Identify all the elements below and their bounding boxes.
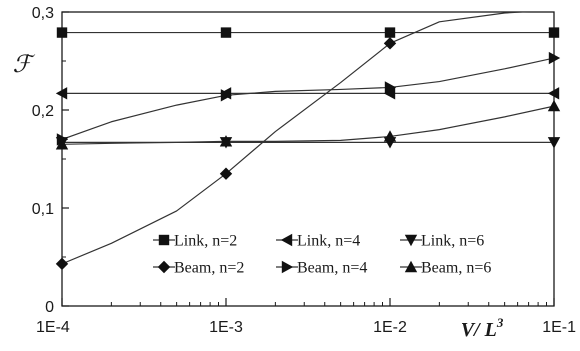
y-axis-title: ℱ	[13, 52, 36, 78]
marker-link-n-4	[547, 87, 560, 100]
x-axis-title-var: V	[461, 319, 476, 341]
marker-link-n-2	[56, 27, 68, 38]
legend-marker-beam-n-6	[404, 260, 418, 273]
x-axis-title-base: / L	[472, 319, 497, 341]
x-tick-label: 1E-2	[373, 319, 407, 336]
x-tick-label: 1E-1	[542, 319, 576, 336]
legend-label-link-n-4: Link, n=4	[297, 233, 360, 250]
y-tick-label: 0,1	[32, 201, 54, 218]
tick-labels: 0 0,1 0,2 0,3 1E-4 1E-3 1E-2 1E-1	[32, 5, 576, 336]
marker-beam-n-2	[219, 167, 233, 180]
legend-label-beam-n-2: Beam, n=2	[174, 260, 244, 277]
legend-marker-beam-n-2	[157, 260, 171, 274]
marker-link-n-4	[55, 87, 68, 100]
series-markers	[55, 27, 561, 271]
marker-link-n-4	[383, 87, 396, 100]
x-axis-title: V/ L3	[461, 315, 504, 341]
y-tick-label: 0,3	[32, 5, 54, 22]
legend-label-link-n-6: Link, n=6	[421, 233, 484, 250]
y-tick-label: 0,2	[32, 103, 54, 120]
marker-beam-n-2	[55, 257, 69, 271]
marker-link-n-2	[548, 27, 560, 38]
marker-beam-n-2	[383, 37, 397, 50]
legend-label-beam-n-6: Beam, n=6	[421, 260, 491, 277]
legend: Link, n=2 Link, n=4 Link, n=6 Beam, n=2 Beam…	[153, 233, 491, 277]
legend-marker-link-n-2	[158, 234, 170, 246]
y-tick-label: 0	[45, 299, 54, 316]
marker-beam-n-4	[220, 89, 233, 102]
marker-beam-n-6	[383, 130, 397, 142]
marker-beam-n-6	[55, 138, 69, 150]
marker-beam-n-6	[219, 135, 233, 147]
marker-link-n-2	[220, 27, 232, 38]
legend-marker-beam-n-4	[281, 260, 294, 274]
marker-beam-n-4	[548, 51, 561, 65]
x-tick-label: 1E-4	[36, 319, 70, 336]
x-tick-label: 1E-3	[209, 319, 243, 336]
legend-label-beam-n-4: Beam, n=4	[297, 260, 367, 277]
series-line-beam-n-4	[62, 57, 554, 140]
plot-frame	[61, 11, 555, 307]
x-axis-title-sup: 3	[496, 315, 504, 330]
series-line-beam-n-6	[62, 105, 554, 145]
series-lines	[62, 12, 554, 265]
legend-label-link-n-2: Link, n=2	[174, 233, 237, 250]
legend-marker-link-n-6	[404, 234, 418, 247]
marker-beam-n-6	[547, 99, 561, 112]
series-line-beam-n-2	[62, 12, 532, 265]
marker-link-n-2	[384, 27, 396, 38]
legend-marker-link-n-4	[280, 233, 293, 247]
marker-link-n-6	[547, 137, 561, 149]
marker-beam-n-4	[384, 81, 397, 94]
